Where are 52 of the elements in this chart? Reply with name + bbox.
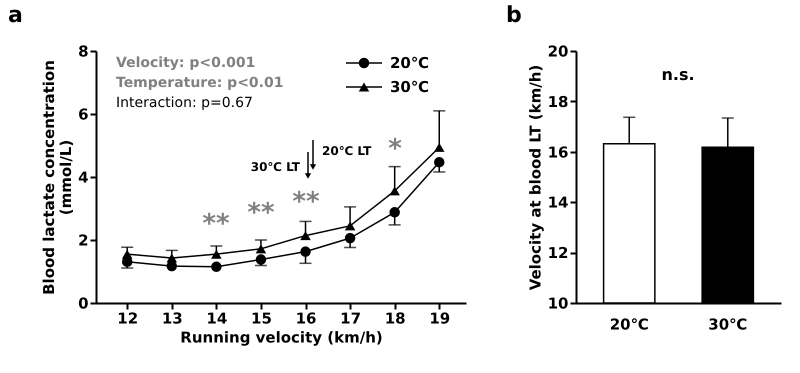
point (256, 254, 266, 265)
annotation: * (388, 134, 402, 164)
point (122, 250, 132, 259)
annotation: ** (292, 187, 320, 217)
x-tick-label: 30℃ (708, 316, 748, 334)
x-tick-label: 17 (340, 310, 362, 328)
annotation: 30℃ LT (250, 160, 301, 174)
y-tick-label: 0 (78, 294, 88, 312)
point (389, 207, 400, 218)
point (211, 262, 222, 272)
y-tick-label: 20 (548, 42, 568, 60)
y-tick-label: 14 (548, 194, 568, 212)
annotation: Interaction: p=0.67 (116, 95, 253, 111)
y-tick-label: 10 (548, 294, 568, 312)
point (344, 221, 356, 230)
point (256, 244, 266, 254)
x-tick-label: 20℃ (610, 316, 649, 334)
annotation: Temperature: p<0.01 (116, 75, 284, 91)
y-tick-label: 6 (78, 106, 88, 124)
point (344, 232, 356, 244)
x-tick-label: 15 (251, 310, 272, 328)
x-axis-title: Running velocity (km/h) (180, 328, 383, 346)
annotation: ** (247, 198, 275, 228)
annotation: 20℃ LT (322, 144, 372, 158)
point (434, 156, 444, 168)
legend-label: 30℃ (390, 78, 430, 96)
point (300, 231, 311, 240)
annotation: ** (202, 209, 230, 239)
annotation: Velocity: p<0.001 (116, 55, 256, 71)
y-axis-title: Blood lactate concentration (mmol/L) (40, 60, 76, 295)
point (300, 246, 311, 257)
x-tick-label: 13 (162, 310, 183, 328)
y-axis-title: Velocity at blood LT (km/h) (526, 64, 545, 290)
y-tick-label: 12 (548, 244, 568, 262)
text: b (506, 3, 522, 28)
y-tick-label: 16 (548, 143, 568, 162)
point (166, 253, 178, 262)
text: a (8, 3, 23, 28)
annotation: n.s. (661, 65, 695, 84)
legend-label: 20℃ (390, 54, 430, 72)
x-tick-label: 19 (429, 310, 450, 328)
y-tick-label: 2 (78, 232, 88, 250)
y-tick-label: 4 (78, 168, 88, 186)
point (389, 186, 400, 196)
x-tick-label: 14 (206, 310, 228, 328)
x-tick-label: 12 (117, 310, 138, 328)
x-tick-label: 16 (296, 310, 316, 328)
y-tick-label: 18 (548, 92, 568, 111)
x-tick-label: 18 (384, 310, 406, 328)
point (211, 250, 222, 259)
point (434, 142, 444, 152)
y-tick-label: 8 (78, 42, 88, 60)
